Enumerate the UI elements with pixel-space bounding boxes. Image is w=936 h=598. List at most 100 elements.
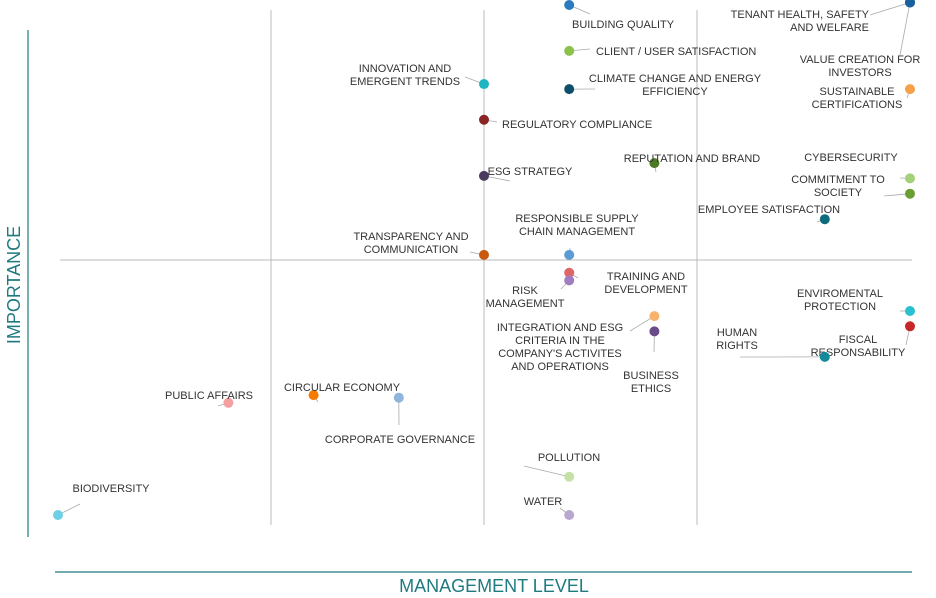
data-point xyxy=(479,249,489,260)
data-label-line: REGULATORY COMPLIANCE xyxy=(502,119,652,131)
data-label: CYBERSECURITY xyxy=(804,152,898,164)
data-label-line: HUMAN xyxy=(717,327,757,339)
data-point-group: EMPLOYEE SATISFACTION xyxy=(698,204,840,225)
data-label-line: BUILDING QUALITY xyxy=(572,19,675,31)
data-point xyxy=(649,326,660,337)
data-point xyxy=(53,510,63,520)
data-label: FISCAL RESPONSABILITY xyxy=(811,334,906,359)
data-point-group: REPUTATION AND BRAND xyxy=(624,153,761,173)
data-point xyxy=(649,311,660,322)
data-point-group: PUBLIC AFFAIRS xyxy=(165,390,253,408)
x-axis-title: MANAGEMENT LEVEL xyxy=(399,576,589,596)
data-label-line: RESPONSABILITY xyxy=(811,347,906,359)
data-point-group: CYBERSECURITY xyxy=(804,152,915,184)
data-label: EMPLOYEE SATISFACTION xyxy=(698,204,840,216)
data-label-line: WATER xyxy=(524,496,563,508)
leader-line xyxy=(523,465,570,478)
data-label: CORPORATE GOVERNANCE xyxy=(325,434,475,446)
data-point xyxy=(479,170,489,181)
data-label: REGULATORY COMPLIANCE xyxy=(502,119,652,131)
data-point-group: BUSINESS ETHICS xyxy=(623,326,679,395)
data-point xyxy=(564,510,575,520)
data-label: WATER xyxy=(524,496,563,508)
data-point-group: CORPORATE GOVERNANCE xyxy=(325,392,475,446)
data-label-line: EFFICIENCY xyxy=(642,86,708,98)
data-label: ESG STRATEGY xyxy=(488,166,573,178)
data-point-group: SUSTAINABLE CERTIFICATIONS xyxy=(812,84,915,111)
data-point-group: BIODIVERSITY xyxy=(53,483,150,520)
data-label-line: DEVELOPMENT xyxy=(604,284,687,296)
data-label: POLLUTION xyxy=(538,452,600,464)
data-label-line: VALUE CREATION FOR xyxy=(800,54,921,66)
data-point xyxy=(564,84,575,95)
data-point-group: INTEGRATION AND ESG CRITERIA IN THE COMPAN… xyxy=(497,311,660,373)
data-point xyxy=(905,0,915,8)
leader-line xyxy=(869,2,911,16)
data-label-line: CHAIN MANAGEMENT xyxy=(519,226,635,238)
data-point-group: INNOVATION AND EMERGENT TRENDS xyxy=(350,63,489,90)
data-point-group: RISK MANAGEMENT xyxy=(486,275,575,310)
data-label-line: RIGHTS xyxy=(716,340,758,352)
data-label: VALUE CREATION FOR INVESTORS xyxy=(800,54,921,79)
data-label-line: INTEGRATION AND ESG xyxy=(497,322,623,334)
data-point xyxy=(479,79,489,90)
data-label-line: EMERGENT TRENDS xyxy=(350,76,460,88)
data-point-group: BUILDING QUALITY xyxy=(564,0,675,31)
data-point xyxy=(905,188,915,199)
data-label-line: CYBERSECURITY xyxy=(804,152,898,164)
data-point xyxy=(819,351,830,362)
data-label-line: CORPORATE GOVERNANCE xyxy=(325,434,475,446)
data-label-line: REPUTATION AND BRAND xyxy=(624,153,761,165)
data-label: INNOVATION AND EMERGENT TRENDS xyxy=(350,63,460,88)
data-point-group: CLIMATE CHANGE AND ENERGY EFFICIENCY xyxy=(564,73,762,98)
data-point xyxy=(223,397,234,408)
data-point xyxy=(905,84,915,95)
data-label-line: RISK xyxy=(512,285,538,297)
data-label-line: EMPLOYEE SATISFACTION xyxy=(698,204,840,216)
y-axis-title: IMPORTANCE xyxy=(4,226,24,344)
data-point xyxy=(393,392,404,403)
data-label: REPUTATION AND BRAND xyxy=(624,153,761,165)
data-label-line: TRANSPARENCY AND xyxy=(353,231,468,243)
data-label-line: FISCAL xyxy=(839,334,878,346)
data-label-line: ESG STRATEGY xyxy=(488,166,573,178)
data-label-line: MANAGEMENT xyxy=(486,298,565,310)
data-point xyxy=(479,114,489,125)
data-label: TRAINING AND DEVELOPMENT xyxy=(604,271,687,296)
data-label-line: COMPANY'S ACTIVITES xyxy=(498,348,622,360)
data-label: ENVIROMENTAL PROTECTION xyxy=(797,288,883,313)
data-point xyxy=(564,267,575,278)
data-point xyxy=(308,390,319,401)
data-point xyxy=(564,249,575,260)
data-label-line: CERTIFICATIONS xyxy=(812,99,903,111)
data-point xyxy=(564,45,575,56)
data-label: COMMITMENT TO SOCIETY xyxy=(791,174,885,199)
data-point xyxy=(564,471,575,482)
data-point-group: POLLUTION xyxy=(523,452,600,482)
data-point-group: COMMITMENT TO SOCIETY xyxy=(791,174,915,199)
data-label: BUSINESS ETHICS xyxy=(623,370,679,395)
leader-line xyxy=(899,2,911,56)
data-label-line: CLIMATE CHANGE AND ENERGY xyxy=(589,73,762,85)
data-label: TRANSPARENCY AND COMMUNICATION xyxy=(353,231,468,256)
data-point xyxy=(905,306,915,316)
data-label-line: COMMUNICATION xyxy=(364,244,459,256)
data-label: INTEGRATION AND ESG CRITERIA IN THE COMPAN… xyxy=(497,322,623,373)
data-point-group: CLIENT / USER SATISFACTION xyxy=(564,45,756,58)
data-point-group: REGULATORY COMPLIANCE xyxy=(479,114,652,131)
data-label: RESPONSIBLE SUPPLY CHAIN MANAGEMENT xyxy=(515,213,639,238)
data-point xyxy=(564,275,575,286)
axes: MANAGEMENT LEVEL IMPORTANCE xyxy=(4,30,912,596)
data-label-line: PROTECTION xyxy=(804,301,876,313)
data-label: SUSTAINABLE CERTIFICATIONS xyxy=(812,86,903,111)
data-point-group: ENVIROMENTAL PROTECTION xyxy=(797,288,915,316)
data-label: CIRCULAR ECONOMY xyxy=(284,382,401,394)
data-point-group: WATER xyxy=(524,496,575,520)
data-label: HUMAN RIGHTS xyxy=(716,327,758,352)
data-label-line: CLIENT / USER SATISFACTION xyxy=(596,46,756,58)
data-point-group: VALUE CREATION FOR INVESTORS xyxy=(800,0,921,79)
data-label-line: BUSINESS xyxy=(623,370,679,382)
data-label-line: POLLUTION xyxy=(538,452,600,464)
data-point xyxy=(905,173,915,184)
